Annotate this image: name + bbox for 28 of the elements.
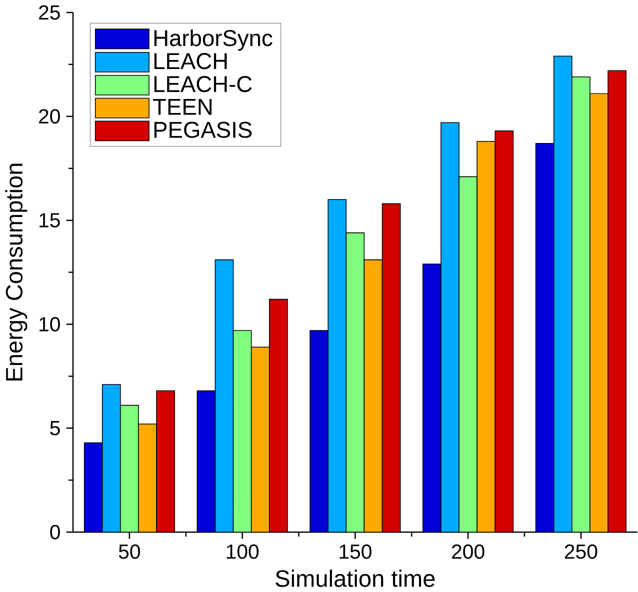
y-tick-label: 25	[39, 5, 60, 20]
bar	[120, 404, 139, 532]
bar	[382, 203, 401, 532]
y-tick-label: 10	[40, 316, 60, 332]
legend-label: PEGASIS	[154, 122, 252, 138]
bar	[156, 390, 175, 532]
legend-label: TEEN	[153, 98, 212, 115]
bar	[608, 70, 626, 532]
bar	[269, 298, 288, 532]
y-axis-title: Energy Consumption	[5, 164, 28, 380]
legend-label: LEACH	[154, 52, 227, 70]
bar	[232, 330, 252, 532]
x-tick-label: 200	[452, 544, 484, 559]
x-tick-label: 150	[340, 544, 372, 559]
x-tick-label: 50	[118, 544, 140, 559]
y-tick-label: 20	[39, 109, 60, 124]
bar	[458, 176, 478, 532]
y-tick-label: 0	[50, 524, 60, 540]
bar	[572, 76, 590, 532]
legend-label: HarborSync	[154, 29, 272, 51]
x-tick-label: 100	[226, 544, 259, 559]
bar	[346, 232, 365, 532]
y-tick-label: 5	[50, 420, 60, 436]
x-axis-title: Simulation time	[276, 570, 435, 587]
y-tick-label: 15	[40, 213, 60, 228]
legend-label: LEACH-C	[154, 76, 252, 92]
bar	[494, 130, 514, 532]
x-tick-label: 250	[564, 544, 598, 559]
